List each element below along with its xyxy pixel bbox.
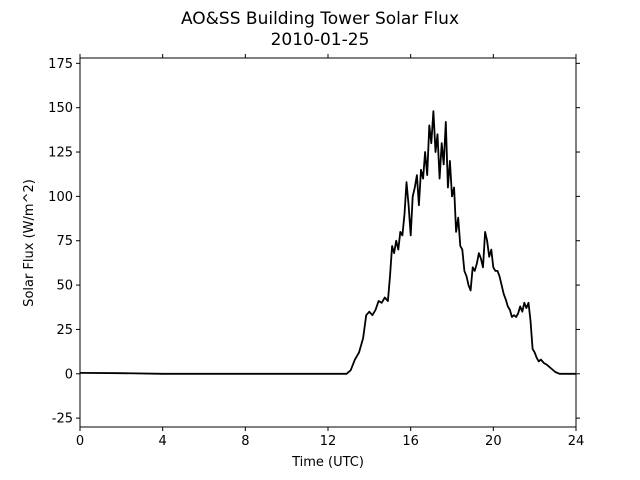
y-tick-label: 0 [65, 367, 73, 382]
y-tick-label: 175 [48, 57, 73, 72]
x-tick-label: 8 [241, 434, 249, 449]
y-tick-label: 50 [56, 279, 73, 294]
x-tick-label: 0 [76, 434, 84, 449]
x-tick-label: 24 [568, 434, 585, 449]
x-tick-label: 20 [485, 434, 502, 449]
y-tick-label: 125 [48, 146, 73, 161]
x-tick-label: 12 [320, 434, 337, 449]
y-tick-label: 25 [56, 323, 73, 338]
y-tick-label: 100 [48, 190, 73, 205]
y-tick-label: 150 [48, 101, 73, 116]
chart-subtitle: 2010-01-25 [271, 30, 370, 50]
y-tick-label: -25 [52, 412, 73, 427]
solar-flux-line [79, 110, 576, 375]
plot-frame [79, 57, 577, 428]
y-tick-label: 75 [56, 234, 73, 249]
x-tick-label: 4 [159, 434, 167, 449]
x-axis-label: Time (UTC) [291, 455, 364, 470]
chart-title: AO&SS Building Tower Solar Flux [181, 9, 459, 29]
y-axis-label: Solar Flux (W/m^2) [22, 179, 37, 307]
x-tick-label: 16 [402, 434, 419, 449]
